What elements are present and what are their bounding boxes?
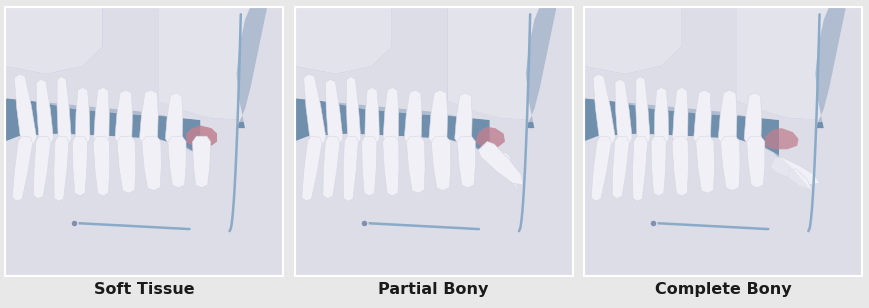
Polygon shape	[14, 74, 36, 145]
Polygon shape	[347, 77, 361, 144]
Polygon shape	[382, 136, 399, 196]
Polygon shape	[4, 134, 284, 277]
Polygon shape	[12, 136, 33, 201]
Polygon shape	[583, 98, 779, 158]
Polygon shape	[636, 77, 650, 144]
Polygon shape	[651, 136, 667, 196]
Polygon shape	[404, 90, 421, 144]
Polygon shape	[76, 87, 90, 144]
Polygon shape	[765, 128, 799, 149]
Polygon shape	[343, 136, 358, 201]
Polygon shape	[448, 6, 574, 120]
Polygon shape	[521, 6, 574, 277]
Polygon shape	[72, 136, 88, 196]
Polygon shape	[4, 6, 103, 74]
Polygon shape	[672, 136, 688, 196]
Polygon shape	[4, 138, 284, 277]
Polygon shape	[478, 141, 523, 185]
Polygon shape	[294, 134, 574, 277]
Polygon shape	[4, 98, 200, 158]
Polygon shape	[54, 136, 69, 201]
Polygon shape	[158, 6, 284, 120]
Polygon shape	[583, 6, 681, 74]
Polygon shape	[115, 90, 132, 144]
Polygon shape	[326, 79, 343, 145]
Polygon shape	[475, 127, 505, 147]
Polygon shape	[57, 77, 71, 144]
Polygon shape	[4, 6, 284, 123]
Polygon shape	[746, 136, 765, 188]
Polygon shape	[633, 136, 647, 201]
Polygon shape	[302, 136, 322, 201]
Polygon shape	[771, 157, 819, 185]
Polygon shape	[719, 90, 737, 145]
Text: Complete Bony: Complete Bony	[654, 282, 792, 297]
Polygon shape	[140, 90, 158, 145]
Polygon shape	[429, 90, 448, 145]
Polygon shape	[454, 93, 472, 144]
Polygon shape	[583, 138, 863, 277]
Polygon shape	[673, 87, 688, 144]
Polygon shape	[591, 136, 612, 201]
Polygon shape	[744, 93, 761, 144]
Polygon shape	[294, 134, 574, 277]
Polygon shape	[407, 136, 425, 193]
Polygon shape	[365, 87, 380, 144]
Polygon shape	[168, 136, 186, 188]
Polygon shape	[294, 98, 489, 158]
Polygon shape	[236, 6, 268, 128]
Polygon shape	[810, 6, 863, 277]
Polygon shape	[4, 74, 284, 123]
Polygon shape	[501, 152, 518, 191]
Polygon shape	[94, 87, 109, 144]
Polygon shape	[583, 134, 863, 277]
Polygon shape	[193, 136, 210, 188]
Polygon shape	[613, 136, 629, 198]
Polygon shape	[815, 6, 846, 128]
Polygon shape	[720, 136, 740, 190]
Polygon shape	[654, 87, 669, 144]
Polygon shape	[303, 74, 326, 145]
Polygon shape	[294, 6, 574, 120]
Polygon shape	[583, 6, 863, 120]
Polygon shape	[788, 169, 813, 190]
Polygon shape	[186, 125, 217, 146]
Polygon shape	[737, 6, 863, 120]
Polygon shape	[4, 134, 284, 277]
Polygon shape	[294, 74, 574, 123]
Polygon shape	[457, 136, 475, 188]
Polygon shape	[526, 6, 557, 128]
Polygon shape	[431, 136, 451, 190]
Polygon shape	[165, 93, 182, 144]
Text: Partial Bony: Partial Bony	[378, 282, 489, 297]
Polygon shape	[34, 136, 50, 198]
Text: Soft Tissue: Soft Tissue	[94, 282, 195, 297]
Polygon shape	[36, 79, 54, 145]
Polygon shape	[117, 136, 136, 193]
Polygon shape	[693, 90, 711, 144]
Polygon shape	[696, 136, 714, 193]
Polygon shape	[142, 136, 162, 190]
Polygon shape	[4, 6, 284, 120]
Polygon shape	[593, 74, 615, 145]
Polygon shape	[231, 6, 284, 277]
Polygon shape	[615, 79, 633, 145]
Polygon shape	[583, 74, 863, 123]
Polygon shape	[383, 87, 399, 144]
Polygon shape	[294, 6, 392, 74]
Polygon shape	[323, 136, 340, 198]
Polygon shape	[583, 134, 863, 277]
Polygon shape	[93, 136, 109, 196]
Polygon shape	[294, 138, 574, 277]
Polygon shape	[294, 6, 574, 123]
Polygon shape	[362, 136, 377, 196]
Polygon shape	[583, 6, 863, 123]
